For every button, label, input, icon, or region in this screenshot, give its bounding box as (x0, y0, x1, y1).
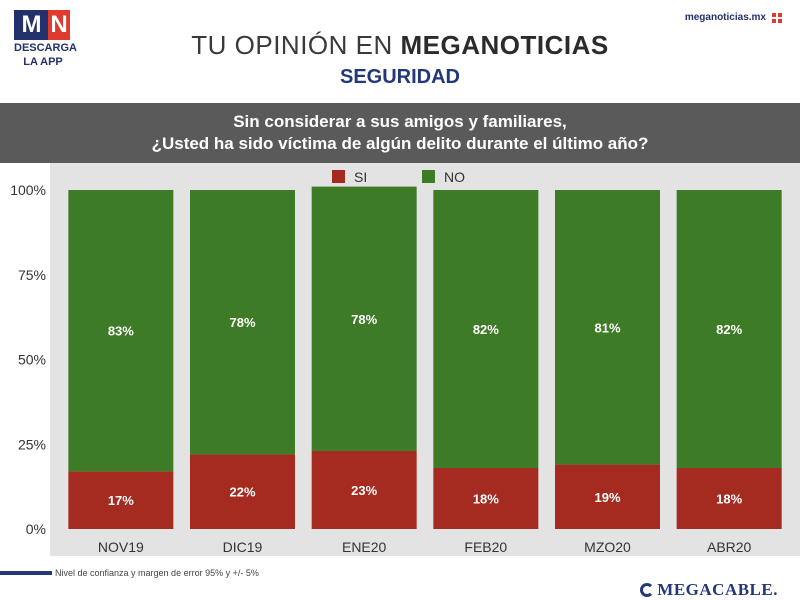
data-label-no: 82% (473, 322, 499, 337)
x-tick-label: DIC19 (223, 539, 263, 555)
x-tick-label: ENE20 (342, 539, 387, 555)
data-label-si: 18% (716, 491, 742, 506)
bar-si (311, 451, 417, 529)
data-label-no: 81% (594, 320, 620, 335)
data-label-no: 78% (229, 315, 255, 330)
bar-si (190, 454, 295, 529)
page-subtitle: SEGURIDAD (339, 66, 460, 88)
bar-no (190, 190, 295, 455)
legend-swatch-no (422, 170, 435, 183)
data-label-si: 18% (473, 491, 499, 506)
legend-label-si: SI (354, 169, 367, 185)
site-link[interactable]: meganoticias.mx (685, 12, 782, 23)
grid-icon (772, 12, 782, 23)
bar-no (311, 186, 417, 452)
bar-no (68, 190, 174, 472)
legend-swatch-si (332, 170, 345, 183)
data-label-no: 78% (351, 312, 377, 327)
data-label-si: 19% (594, 490, 620, 505)
page-title: TU OPINIÓN EN MEGANOTICIAS (0, 30, 800, 61)
logo-app-text: LA APP (23, 56, 63, 68)
legend-label-no: NO (444, 169, 465, 185)
confidence-note: Nivel de confianza y margen de error 95%… (52, 568, 262, 578)
question-line-1: Sin considerar a sus amigos y familiares… (233, 112, 567, 131)
y-tick-label: 75% (18, 267, 46, 283)
app-logo[interactable]: M N DESCARGA LA APP (14, 10, 77, 68)
brand-text: MEGACABLE. (657, 580, 778, 599)
bar-si (68, 471, 174, 529)
bar-si (676, 467, 782, 529)
y-tick-label: 100% (10, 182, 46, 198)
logo-letter-n: N (48, 10, 70, 40)
data-label-si: 22% (229, 485, 255, 500)
title-light: TU OPINIÓN EN (191, 30, 393, 60)
megacable-logo: MEGACABLE. (640, 580, 778, 600)
stacked-bar-chart: 0% 25% 50% 75% 100% 17% 83% NOV19 22% 78% DIC19 23%… (10, 169, 782, 555)
data-label-no: 82% (716, 322, 742, 337)
logo-mark: M N (14, 10, 72, 40)
question-banner: Sin considerar a sus amigos y familiares… (0, 103, 800, 163)
bar-si (433, 467, 539, 529)
bar-si (555, 464, 660, 529)
title-bold: MEGANOTICIAS (400, 30, 609, 60)
x-tick-label: FEB20 (464, 539, 507, 555)
site-url: meganoticias.mx (684, 12, 766, 23)
data-label-no: 83% (108, 324, 134, 339)
y-tick-label: 50% (18, 352, 46, 368)
x-tick-label: MZO20 (584, 539, 631, 555)
megacable-icon (640, 583, 655, 597)
plot-background (50, 163, 800, 556)
y-tick-label: 25% (18, 436, 46, 452)
x-tick-label: NOV19 (98, 539, 144, 555)
logo-letter-m: M (14, 10, 48, 40)
bar-no (433, 190, 539, 468)
y-tick-label: 0% (26, 521, 46, 537)
data-label-si: 17% (108, 493, 134, 508)
bar-no (676, 190, 782, 468)
logo-download-text: DESCARGA (14, 42, 77, 54)
question-line-2: ¿Usted ha sido víctima de algún delito d… (151, 134, 649, 153)
x-tick-label: ABR20 (707, 539, 752, 555)
bar-no (555, 190, 660, 465)
data-label-si: 23% (351, 483, 377, 498)
